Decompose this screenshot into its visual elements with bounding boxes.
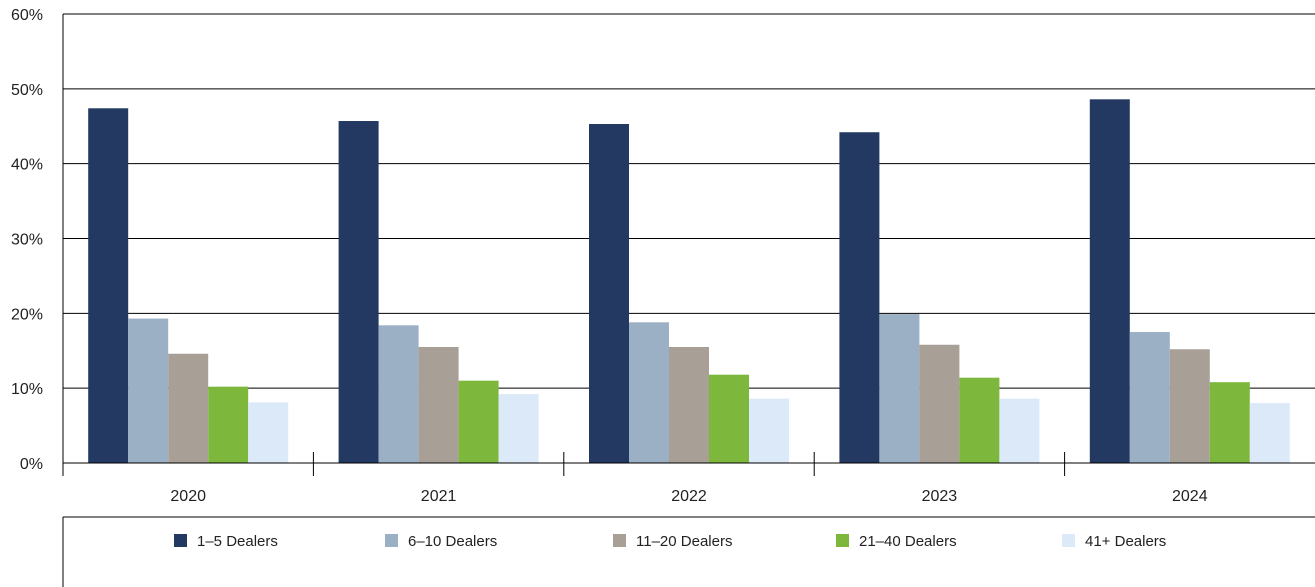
bar-2022-series-2: [669, 347, 709, 463]
bar-2024-series-2: [1169, 349, 1210, 463]
bar-2023-series-3: [959, 377, 1000, 463]
bar-2021-series-2: [418, 347, 459, 463]
legend-swatch: [836, 534, 849, 547]
bar-2022-series-3: [709, 374, 749, 463]
bar-2020-series-3: [208, 386, 249, 463]
legend-swatch: [1062, 534, 1075, 547]
bar-2020-series-4: [248, 402, 289, 463]
y-tick-label: 50%: [11, 82, 43, 99]
legend-swatch: [613, 534, 626, 547]
legend-swatch: [174, 534, 187, 547]
bar-2022-series-1: [629, 322, 669, 463]
axes: 0% 10% 20% 30% 40% 50% 60% 2020 2021 2022 2023 2024: [11, 7, 1315, 505]
bars: [88, 99, 1290, 464]
x-category-label: 2023: [922, 488, 958, 505]
bar-2024-series-3: [1209, 382, 1250, 463]
y-tick-label: 0%: [20, 456, 43, 473]
legend-swatch: [385, 534, 398, 547]
legend-label: 21–40 Dealers: [859, 533, 957, 550]
x-category-label: 2021: [421, 488, 457, 505]
y-tick-label: 20%: [11, 306, 43, 323]
legend-label: 1–5 Dealers: [197, 533, 278, 550]
bar-2021-series-3: [458, 380, 499, 463]
bar-2020-series-0: [88, 108, 129, 463]
bar-2020-series-1: [128, 318, 169, 463]
bar-2023-series-0: [839, 132, 880, 463]
bar-2024-series-4: [1249, 403, 1290, 463]
x-category-label: 2022: [671, 488, 707, 505]
bar-2022-series-4: [749, 398, 789, 463]
y-tick-label: 30%: [11, 232, 43, 249]
bar-2024-series-1: [1129, 332, 1170, 463]
legend-label: 11–20 Dealers: [636, 533, 732, 550]
bar-2024-series-0: [1089, 99, 1130, 463]
x-category-label: 2020: [170, 488, 206, 505]
bar-2023-series-4: [999, 398, 1040, 463]
legend-label: 6–10 Dealers: [408, 533, 497, 550]
x-category-label: 2024: [1172, 488, 1208, 505]
y-tick-label: 60%: [11, 7, 43, 24]
y-tick-label: 10%: [11, 381, 43, 398]
bar-2023-series-1: [879, 314, 920, 463]
bar-2023-series-2: [919, 344, 960, 463]
legend-label: 41+ Dealers: [1085, 533, 1166, 550]
bar-2021-series-4: [498, 394, 539, 463]
bar-2020-series-2: [168, 353, 209, 463]
bar-2021-series-0: [338, 121, 379, 464]
bar-2021-series-1: [378, 325, 419, 463]
y-tick-label: 40%: [11, 157, 43, 174]
bar-2022-series-0: [589, 124, 629, 463]
legend: 1–5 Dealers 6–10 Dealers 11–20 Dealers 21–4…: [62, 516, 1315, 587]
